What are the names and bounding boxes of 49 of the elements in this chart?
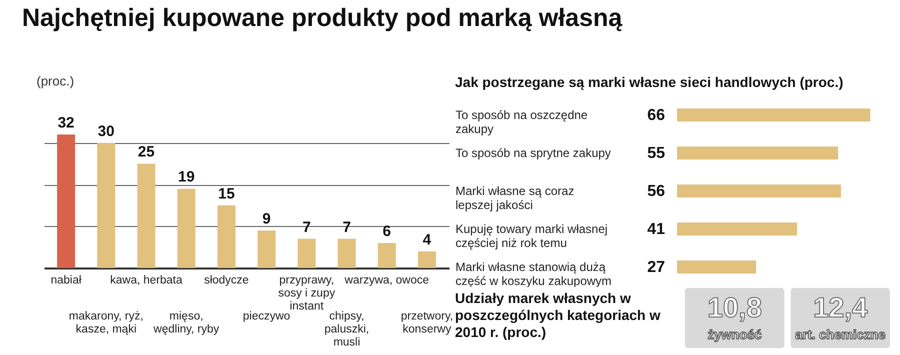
text: 10,8 xyxy=(707,292,762,323)
data-label: 32 xyxy=(58,114,74,132)
bar xyxy=(378,242,396,268)
data-label: 4 xyxy=(422,231,432,248)
y-tick-label: To sposób na oszczędne zakupy xyxy=(456,108,588,136)
text: 12,4 xyxy=(813,292,868,323)
data-label: 30 xyxy=(98,122,114,140)
x-tick-label: warzywa, owoce xyxy=(344,274,430,286)
bar xyxy=(298,238,316,268)
y-tick-label: Marki własne są coraz lepszej jakości xyxy=(456,184,574,212)
x-tick-label: makarony, ryż, kasze, mąki xyxy=(68,310,144,336)
bar xyxy=(418,251,436,268)
category-label: art. chemiczne xyxy=(795,327,886,342)
bar xyxy=(677,108,870,122)
data-label: 66 xyxy=(647,107,666,124)
data-label: 27 xyxy=(647,259,666,276)
x-tick-label: nabiał xyxy=(50,274,82,286)
bar xyxy=(677,260,756,274)
bar xyxy=(57,134,76,268)
data-label: 25 xyxy=(138,144,155,161)
x-tick-label: przetwory, konserwy xyxy=(400,310,454,336)
y-axis-title: (proc.) xyxy=(36,74,74,88)
data-label: 55 xyxy=(647,145,666,162)
x-tick-label: słodycze xyxy=(204,274,249,286)
data-label: 9 xyxy=(262,210,271,228)
x-tick-label: kawa, herbata xyxy=(110,274,183,286)
bar xyxy=(177,188,196,268)
text: Udziały marek własnych w poszczególnych kategoriach w 2010 r. (proc.) xyxy=(455,290,662,341)
bar xyxy=(217,205,236,268)
category-label: żywność xyxy=(708,327,762,342)
data-label: 56 xyxy=(647,183,666,200)
bar xyxy=(677,146,838,160)
data-label: 15 xyxy=(218,185,235,202)
bar xyxy=(338,238,356,268)
data-label: 19 xyxy=(178,168,195,186)
x-tick-label: chipsy, paluszki, musli xyxy=(324,310,370,348)
y-tick-label: To sposób na sprytne zakupy xyxy=(456,146,611,160)
chart-title: Najchętniej kupowane produkty pod marką własną xyxy=(22,4,624,32)
y-tick-label: Kupuję towary marki własnej częściej niż rok temu xyxy=(456,222,608,250)
data-label: 41 xyxy=(647,221,666,238)
bar xyxy=(677,184,841,198)
bar xyxy=(97,142,116,268)
chart-title: Jak postrzegane są marki własne sieci handlowych (proc.) xyxy=(455,74,844,90)
bar xyxy=(677,222,798,236)
x-tick-label: mięso, wędliny, ryby xyxy=(152,310,220,336)
data-label: 6 xyxy=(382,222,392,240)
bar xyxy=(258,230,276,268)
x-tick-label: pieczywo xyxy=(242,310,290,322)
bar xyxy=(137,164,156,268)
